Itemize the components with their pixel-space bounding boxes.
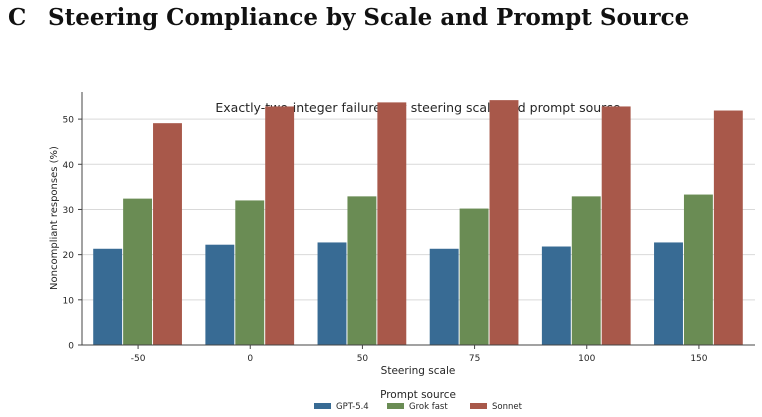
y-tick-label: 50	[63, 116, 75, 126]
y-tick-label: 40	[63, 161, 75, 171]
y-tick-label: 0	[68, 342, 74, 352]
x-tick-label: -50	[131, 354, 146, 364]
x-tick-label: 75	[469, 354, 480, 364]
bars	[93, 100, 743, 345]
bar-grok-fast-50	[347, 196, 377, 345]
legend-label: Sonnet	[492, 402, 523, 412]
legend-label: Grok fast	[409, 402, 448, 412]
legend-swatch-grok-fast	[387, 403, 404, 409]
x-tick-label: 100	[578, 354, 595, 364]
y-tick-label: 20	[63, 251, 75, 261]
x-axis-label: Steering scale	[381, 365, 456, 377]
bar-sonnet-50	[377, 102, 407, 345]
bar-grok-fast-75	[459, 208, 489, 345]
bar-grok-fast-100	[571, 196, 601, 345]
bar-gpt-5-4-100	[541, 246, 571, 345]
legend: Prompt source GPT-5.4 Grok fast Sonnet	[314, 389, 523, 412]
bar-sonnet-neg50	[153, 123, 182, 345]
bar-grok-fast-0	[235, 200, 265, 345]
bar-grok-fast-150	[683, 194, 713, 345]
chart-title: Exactly-two-integer failures by steering…	[215, 100, 621, 115]
legend-title: Prompt source	[380, 389, 456, 401]
bar-gpt-5-4-neg50	[93, 248, 123, 345]
gridlines	[82, 118, 755, 301]
axes: 0 10 20 30 40 50 -50 0 50 75 100 150	[63, 92, 755, 364]
x-tick-label: 0	[247, 354, 253, 364]
x-tick-label: 150	[690, 354, 707, 364]
bar-gpt-5-4-50	[317, 242, 347, 345]
bar-sonnet-0	[265, 106, 295, 345]
bar-gpt-5-4-150	[654, 242, 683, 345]
legend-swatch-gpt-5-4	[314, 403, 331, 409]
legend-swatch-sonnet	[470, 403, 487, 409]
y-axis-label: Noncompliant responses (%)	[49, 146, 60, 290]
bar-sonnet-75	[489, 100, 519, 345]
y-tick-label: 30	[63, 206, 75, 216]
bar-sonnet-100	[601, 106, 631, 345]
bar-sonnet-150	[713, 110, 743, 345]
section-heading: C Steering Compliance by Scale and Prompt…	[8, 4, 689, 31]
bar-grok-fast-neg50	[123, 198, 153, 345]
legend-label: GPT-5.4	[336, 402, 369, 412]
x-tick-label: 50	[357, 354, 369, 364]
y-tick-label: 10	[63, 296, 75, 306]
section-letter: C	[8, 4, 27, 31]
bar-gpt-5-4-0	[205, 244, 235, 345]
bar-gpt-5-4-75	[429, 248, 459, 345]
section-title: Steering Compliance by Scale and Prompt …	[48, 4, 690, 31]
